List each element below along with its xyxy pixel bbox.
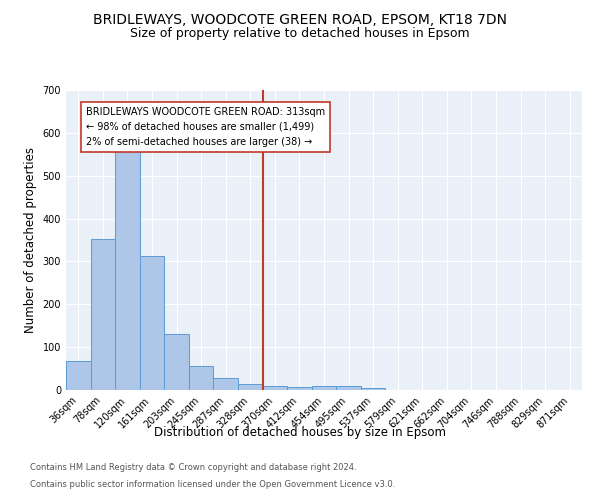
Bar xyxy=(115,142,140,390)
Text: BRIDLEWAYS WOODCOTE GREEN ROAD: 313sqm
← 98% of detached houses are smaller (1,4: BRIDLEWAYS WOODCOTE GREEN ROAD: 313sqm ←… xyxy=(86,107,325,146)
Text: BRIDLEWAYS, WOODCOTE GREEN ROAD, EPSOM, KT18 7DN: BRIDLEWAYS, WOODCOTE GREEN ROAD, EPSOM, … xyxy=(93,12,507,26)
Bar xyxy=(361,388,385,390)
Bar xyxy=(238,384,263,390)
Bar xyxy=(164,334,189,390)
Bar xyxy=(312,386,336,390)
Bar xyxy=(140,256,164,390)
Bar xyxy=(66,361,91,390)
Text: Contains HM Land Registry data © Crown copyright and database right 2024.: Contains HM Land Registry data © Crown c… xyxy=(30,464,356,472)
Text: Contains public sector information licensed under the Open Government Licence v3: Contains public sector information licen… xyxy=(30,480,395,489)
Bar xyxy=(189,366,214,390)
Bar xyxy=(336,386,361,390)
Bar xyxy=(263,386,287,390)
Bar xyxy=(214,378,238,390)
Bar xyxy=(287,388,312,390)
Bar xyxy=(91,239,115,390)
Y-axis label: Number of detached properties: Number of detached properties xyxy=(24,147,37,333)
Text: Size of property relative to detached houses in Epsom: Size of property relative to detached ho… xyxy=(130,28,470,40)
Text: Distribution of detached houses by size in Epsom: Distribution of detached houses by size … xyxy=(154,426,446,439)
